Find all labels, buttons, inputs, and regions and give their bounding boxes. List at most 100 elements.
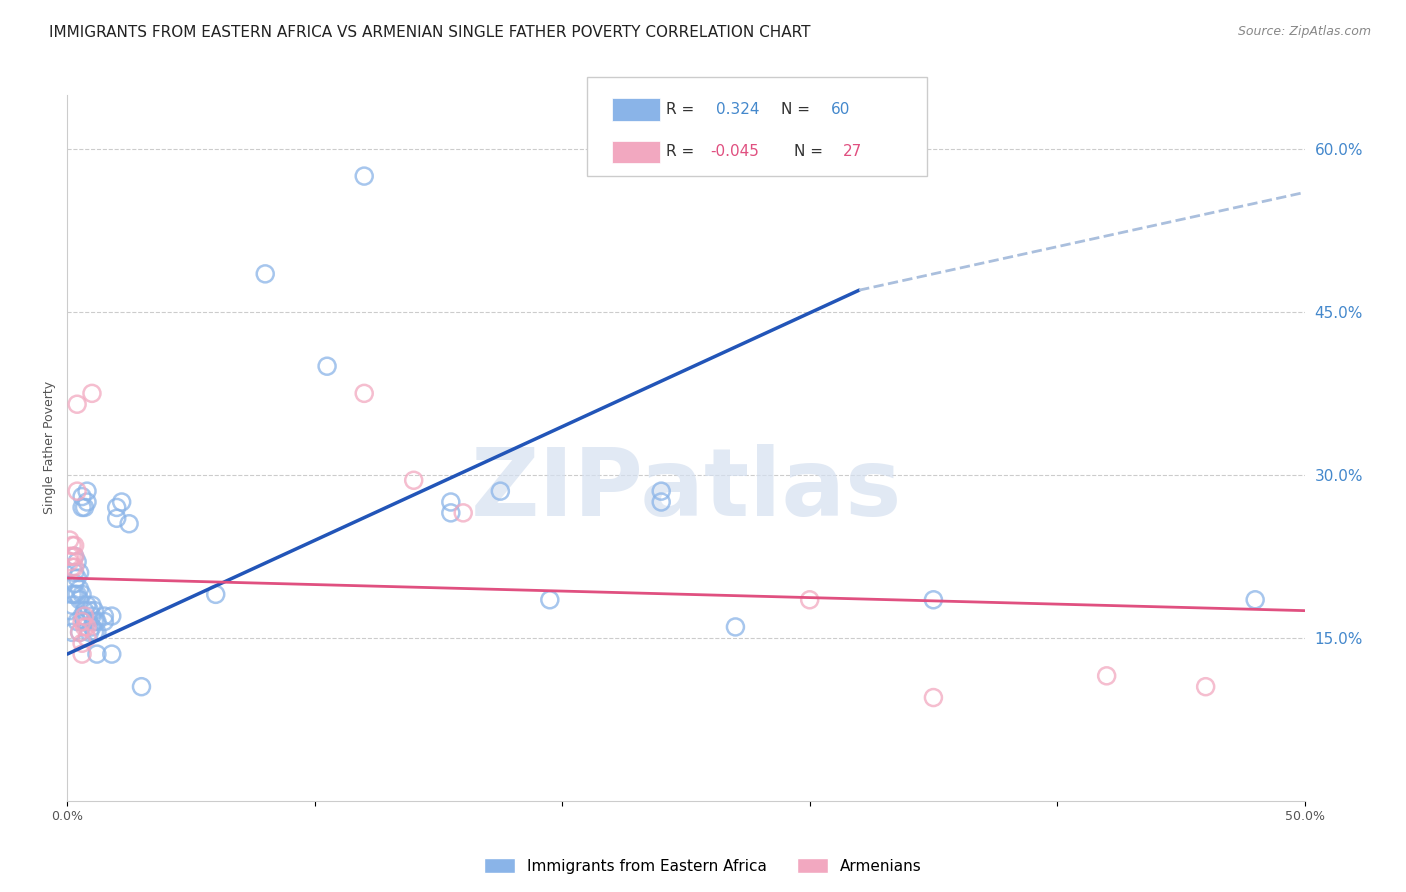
Point [353,169,375,183]
Point [83,604,105,618]
Point [105,500,128,515]
Point [69,625,91,640]
Point [63,549,86,564]
Point [76,484,98,499]
Text: 60: 60 [831,102,851,117]
Point [79,625,101,640]
Point [799,592,821,607]
Point [440,495,463,509]
Point [724,620,747,634]
Text: 0.324: 0.324 [716,102,759,117]
Point [204,587,226,601]
Point [101,647,124,661]
Point [69,625,91,640]
Point [93,615,115,629]
Point [73,620,96,634]
Point [80,598,103,612]
Point [60,539,83,553]
Point [73,609,96,624]
Point [70,587,93,601]
Point [118,516,141,531]
Point [73,500,96,515]
Text: N =: N = [793,145,828,160]
Text: R =: R = [666,145,699,160]
Point [63,539,86,553]
Point [316,359,339,374]
Point [402,473,425,487]
Point [922,592,945,607]
Point [73,604,96,618]
Legend: Immigrants from Eastern Africa, Armenians: Immigrants from Eastern Africa, Armenian… [478,852,928,880]
Point [489,484,512,499]
Point [70,500,93,515]
Point [83,625,105,640]
Point [80,386,103,401]
Text: ZIPatlas: ZIPatlas [470,444,901,536]
Point [70,615,93,629]
Point [66,571,89,585]
Point [86,615,108,629]
Point [353,386,375,401]
Y-axis label: Single Father Poverty: Single Father Poverty [44,381,56,515]
Point [66,615,89,629]
Point [66,587,89,601]
Point [1195,680,1218,694]
Point [63,587,86,601]
Point [63,549,86,564]
Point [76,620,98,634]
Point [451,506,474,520]
Point [70,647,93,661]
Point [59,549,82,564]
Point [76,598,98,612]
Point [63,576,86,591]
Point [1095,669,1118,683]
Point [66,555,89,569]
Point [70,609,93,624]
Point [73,615,96,629]
Point [254,267,277,281]
Point [70,490,93,504]
Point [69,582,91,596]
Text: R =: R = [666,102,699,117]
Point [105,511,128,525]
Point [101,609,124,624]
Point [60,587,83,601]
FancyBboxPatch shape [612,141,659,163]
Point [922,690,945,705]
Text: 27: 27 [844,145,862,160]
Point [131,680,153,694]
Point [60,560,83,574]
Point [60,549,83,564]
Text: Source: ZipAtlas.com: Source: ZipAtlas.com [1237,25,1371,38]
Point [76,495,98,509]
Point [63,560,86,574]
Point [63,566,86,580]
Point [86,625,108,640]
Text: N =: N = [782,102,815,117]
Point [1244,592,1267,607]
Point [79,604,101,618]
Point [66,397,89,411]
Point [93,609,115,624]
Point [86,647,108,661]
Point [538,592,561,607]
Point [59,555,82,569]
Point [66,484,89,499]
Point [69,592,91,607]
Point [69,566,91,580]
FancyBboxPatch shape [612,98,659,120]
Point [59,533,82,547]
Point [80,609,103,624]
Point [650,484,672,499]
Point [650,495,672,509]
Point [440,506,463,520]
Text: IMMIGRANTS FROM EASTERN AFRICA VS ARMENIAN SINGLE FATHER POVERTY CORRELATION CHA: IMMIGRANTS FROM EASTERN AFRICA VS ARMENI… [49,25,811,40]
Point [70,636,93,650]
Point [76,631,98,645]
Point [60,625,83,640]
Point [111,495,134,509]
FancyBboxPatch shape [586,77,927,176]
Point [59,604,82,618]
Point [76,615,98,629]
Point [80,620,103,634]
